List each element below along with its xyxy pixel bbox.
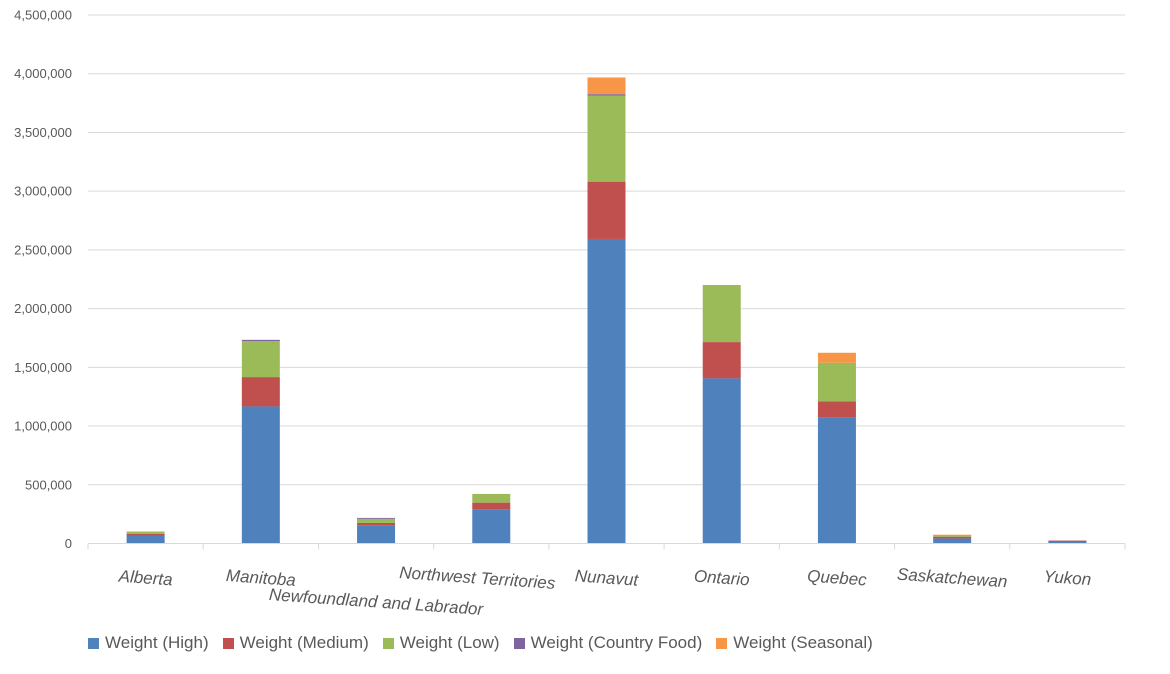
legend-item: Weight (Medium) xyxy=(222,633,369,653)
legend-label: Weight (High) xyxy=(105,633,209,652)
bars xyxy=(126,77,1087,544)
bar-segment xyxy=(702,342,741,379)
bar-segment xyxy=(241,339,280,342)
bar-segment xyxy=(1048,540,1087,544)
bar-segment xyxy=(817,362,856,402)
y-tick-label: 1,500,000 xyxy=(14,360,72,375)
legend-swatch xyxy=(88,637,99,649)
bar-segment xyxy=(817,352,856,363)
bar-segment xyxy=(241,341,280,378)
bar-segment xyxy=(472,493,511,503)
bar-segment xyxy=(472,502,511,510)
legend-item: Weight (Seasonal) xyxy=(716,633,873,653)
legend-label: Weight (Seasonal) xyxy=(733,633,873,652)
bar-segment xyxy=(357,517,396,519)
bar-segment xyxy=(126,531,165,534)
x-tick-label: Quebec xyxy=(807,566,868,589)
x-tick-label: Yukon xyxy=(1043,567,1092,589)
bar-segment xyxy=(933,535,972,537)
x-tick-label: Ontario xyxy=(693,567,750,590)
bar-segment xyxy=(587,94,626,96)
y-tick-label: 1,000,000 xyxy=(14,419,72,434)
legend-item: Weight (Country Food) xyxy=(513,633,703,653)
bar-segment xyxy=(241,377,280,407)
bar-segment xyxy=(702,378,741,544)
x-tick-label: Alberta xyxy=(117,567,173,590)
x-tick-label: Nunavut xyxy=(574,566,640,589)
legend-label: Weight (Low) xyxy=(399,633,500,652)
y-tick-label: 2,000,000 xyxy=(14,301,72,316)
y-tick-label: 3,500,000 xyxy=(14,125,72,140)
bar-segment xyxy=(702,285,741,343)
y-tick-label: 2,500,000 xyxy=(14,242,72,257)
legend-item: Weight (Low) xyxy=(382,633,500,653)
legend-label: Weight (Medium) xyxy=(239,633,369,652)
y-axis: 0 500,000 1,000,000 1,500,000 2,000,000 2,500… xyxy=(14,8,72,552)
bar-segment xyxy=(357,525,396,544)
bar-segment xyxy=(1048,540,1087,542)
legend: Weight (High) Weight (Medium) Weight (Low)… xyxy=(88,633,873,653)
bar-segment xyxy=(357,518,396,523)
bar-segment xyxy=(126,535,165,544)
x-tick-label: Manitoba xyxy=(225,566,296,590)
bar-segment xyxy=(587,238,626,544)
bar-segment xyxy=(933,536,972,539)
bar-segment xyxy=(587,77,626,95)
legend-label: Weight (Country Food) xyxy=(530,633,703,652)
y-tick-label: 500,000 xyxy=(25,477,72,492)
x-tick-label: Northwest Territories xyxy=(399,563,557,593)
y-tick-label: 0 xyxy=(65,536,72,551)
x-tick-label: Newfoundland and Labrador xyxy=(268,585,485,619)
bar-segment xyxy=(241,406,280,544)
legend-item: Weight (High) xyxy=(88,633,209,653)
bar-segment xyxy=(472,509,511,544)
bar-segment xyxy=(357,522,396,526)
bar-segment xyxy=(817,417,856,544)
y-tick-label: 3,000,000 xyxy=(14,184,72,199)
bar-segment xyxy=(933,534,972,536)
bar-segment xyxy=(126,533,165,536)
legend-swatch xyxy=(716,637,728,649)
legend-swatch xyxy=(222,637,234,649)
bar-segment xyxy=(587,95,626,182)
bar-segment xyxy=(587,181,626,239)
y-tick-label: 4,000,000 xyxy=(14,66,72,81)
bar-segment xyxy=(817,401,856,418)
y-tick-label: 4,500,000 xyxy=(14,8,72,23)
x-tick-label: Saskatchewan xyxy=(896,565,1008,592)
legend-swatch xyxy=(382,637,394,649)
bar-segment xyxy=(933,538,972,544)
legend-swatch xyxy=(513,637,525,649)
